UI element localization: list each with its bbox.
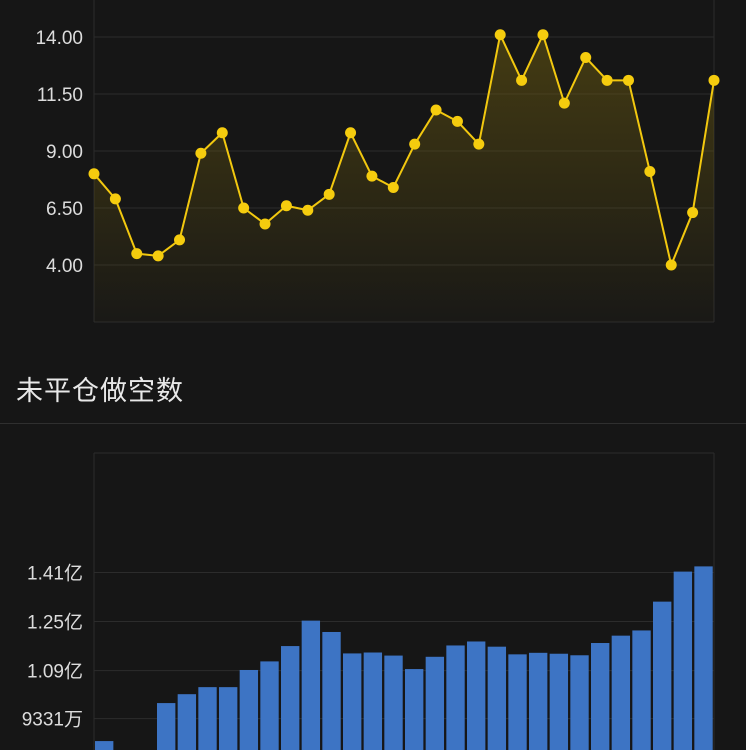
y-tick-label: 14.00 — [35, 28, 83, 49]
section-divider — [0, 423, 746, 424]
y-tick-label: 11.50 — [37, 85, 83, 106]
data-point — [687, 207, 699, 219]
data-point — [430, 104, 442, 116]
bar — [487, 646, 507, 750]
bar — [239, 669, 259, 750]
data-point — [109, 193, 121, 205]
data-point — [302, 204, 314, 216]
bar — [198, 687, 217, 750]
bar — [632, 630, 651, 750]
data-point — [473, 138, 485, 150]
bar — [425, 656, 445, 750]
data-point — [387, 181, 399, 193]
data-point — [131, 248, 143, 260]
data-point — [708, 74, 720, 86]
data-point — [323, 188, 335, 200]
bar — [694, 566, 713, 750]
bar — [467, 641, 486, 750]
data-point — [259, 218, 271, 230]
open-price-line-chart: 14.00 11.50 9.00 6.50 4.00 — [35, 0, 720, 323]
bar — [219, 687, 238, 750]
y-tick-label: 9331万 — [22, 710, 83, 731]
data-point — [216, 127, 228, 139]
bar — [322, 631, 341, 750]
bar — [157, 703, 176, 750]
y-tick-label: 6.50 — [46, 199, 83, 220]
bar — [363, 652, 383, 750]
data-point — [366, 170, 378, 182]
y-tick-label: 4.00 — [46, 256, 83, 277]
section-title: 未平仓做空数 — [16, 376, 184, 407]
data-point — [238, 202, 250, 214]
bar — [281, 646, 300, 750]
bar — [529, 652, 548, 750]
y-tick-label: 1.09亿 — [27, 661, 83, 683]
bar — [549, 653, 569, 750]
bar — [591, 643, 610, 750]
bar — [611, 635, 631, 750]
bar — [177, 694, 197, 750]
data-point — [88, 168, 100, 180]
data-point — [345, 127, 357, 139]
bar — [95, 741, 114, 750]
data-point — [580, 52, 592, 64]
data-point — [516, 74, 528, 86]
data-point — [174, 234, 186, 246]
bar — [384, 655, 403, 750]
bar — [260, 661, 279, 750]
data-point — [558, 97, 570, 109]
bar — [653, 601, 672, 750]
data-point — [537, 29, 549, 41]
y-tick-label: 1.25亿 — [27, 612, 83, 634]
bar — [405, 669, 424, 750]
y-tick-label: 1.41亿 — [27, 563, 83, 585]
data-point — [280, 200, 292, 212]
data-point — [152, 250, 164, 262]
data-point — [601, 74, 613, 86]
data-point — [644, 166, 656, 178]
bar — [343, 653, 362, 750]
data-point — [451, 115, 463, 127]
bar — [446, 645, 465, 750]
bar — [508, 654, 527, 750]
bar — [673, 571, 693, 750]
bar — [301, 620, 321, 750]
data-point — [195, 147, 207, 159]
data-point — [622, 74, 634, 86]
data-point — [494, 29, 506, 41]
data-point — [665, 259, 677, 271]
bar — [570, 655, 589, 750]
y-tick-label: 9.00 — [46, 142, 83, 163]
series-area — [94, 34, 714, 322]
data-point — [409, 138, 421, 150]
